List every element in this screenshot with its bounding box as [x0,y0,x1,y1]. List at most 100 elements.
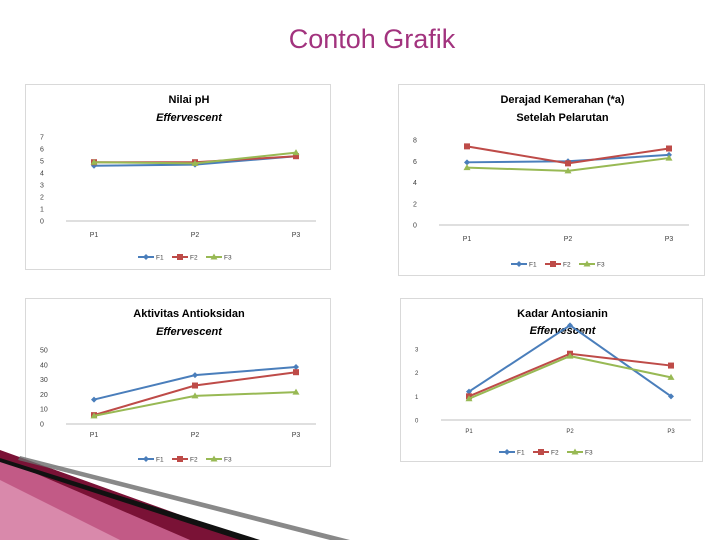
chart-title: Derajad Kemerahan (*a) [500,94,624,106]
x-tick-label: P1 [465,429,473,435]
chart-title: Nilai pH [169,94,210,106]
data-point [665,154,673,161]
series-F2 [464,143,672,167]
legend-label: F3 [224,457,232,464]
data-point [466,388,472,395]
x-tick-label: P3 [667,429,675,435]
legend-marker [143,254,149,260]
y-tick-label: 7 [40,135,44,142]
legend-marker [177,254,183,260]
legend: F1 F2 F3 [499,448,593,457]
series-F1 [91,364,299,403]
y-tick-label: 1 [40,207,44,214]
series-F3 [463,154,673,174]
decor-ribbon-black [0,458,260,540]
decor-ribbon-light [0,480,120,540]
data-point [464,143,470,150]
data-point [91,396,97,403]
chart-title: Kadar Antosianin [517,308,608,320]
data-point [292,149,300,156]
y-tick-label: 1 [415,395,419,401]
legend-marker [177,456,183,462]
series-F3 [90,388,300,419]
y-tick-label: 8 [413,138,417,145]
y-tick-label: 6 [40,147,44,154]
legend-label: F2 [563,262,571,269]
y-tick-label: 50 [40,348,48,355]
data-point [90,158,98,165]
y-tick-label: 20 [40,392,48,399]
chart-anthocyanin: Kadar Antosianin Effervescent 0 1 2 3 P1 P2 P3 F1… [400,298,703,462]
legend: F1 F2 F3 [138,253,232,262]
y-tick-label: 2 [40,195,44,202]
decor-ribbon-gray [18,456,350,540]
y-tick-label: 0 [415,419,419,425]
legend-marker [583,260,591,267]
x-tick-label: P2 [564,236,573,243]
legend-label: F1 [529,262,537,269]
y-tick-label: 2 [415,371,419,377]
y-tick-label: 3 [415,348,419,354]
data-point [465,395,473,402]
x-tick-label: P3 [292,432,301,439]
x-tick-label: P2 [191,432,200,439]
y-tick-label: 5 [40,159,44,166]
data-point [666,145,672,152]
legend-marker [538,449,544,455]
legend-label: F3 [597,262,605,269]
chart-subtitle: Effervescent [156,112,223,124]
chart-subtitle: Setelah Pelarutan [516,112,609,124]
y-tick-label: 0 [413,223,417,230]
x-tick-label: P2 [566,429,574,435]
y-tick-label: 40 [40,362,48,369]
data-point [293,369,299,376]
chart-ph: Nilai pH Effervescent 0 1 2 3 4 5 6 7 P1 P2 P3 F1 F2 F3 [25,84,331,270]
legend-label: F2 [190,255,198,262]
y-tick-label: 2 [413,201,417,208]
y-tick-label: 4 [40,171,44,178]
data-point [668,393,674,400]
chart-title: Aktivitas Antioksidan [133,308,245,320]
slide-corner-decoration [0,450,350,540]
y-tick-label: 0 [40,422,44,429]
legend-label: F2 [551,450,559,457]
y-tick-label: 10 [40,407,48,414]
legend-label: F1 [517,450,525,457]
chart-subtitle: Effervescent [156,326,223,338]
data-point [564,167,572,174]
data-point [191,159,199,166]
legend-label: F1 [156,457,164,464]
data-point [191,392,199,399]
data-point [566,352,574,359]
legend: F1 F2 F3 [138,455,232,464]
data-point [565,160,571,167]
x-tick-label: P3 [292,232,301,239]
x-tick-label: P1 [90,432,99,439]
data-point [293,153,299,160]
slide-title: Contoh Grafik [288,24,456,54]
data-point [567,322,573,329]
legend-marker [143,456,149,462]
legend-label: F2 [190,457,198,464]
x-tick-label: P1 [463,236,472,243]
data-point [192,372,198,379]
y-tick-label: 30 [40,377,48,384]
series-F3 [90,149,300,166]
series-F3 [465,352,675,402]
data-point [192,382,198,389]
legend-marker [504,449,510,455]
y-tick-label: 0 [40,219,44,226]
legend-marker [210,253,218,260]
legend-marker [516,261,522,267]
y-tick-label: 4 [413,180,417,187]
x-tick-label: P3 [665,236,674,243]
x-tick-label: P1 [90,232,99,239]
data-point [667,373,675,380]
data-point [668,362,674,369]
y-tick-label: 3 [40,183,44,190]
legend-label: F3 [224,255,232,262]
legend-label: F1 [156,255,164,262]
data-point [292,388,300,395]
data-point [463,164,471,171]
data-point [90,412,98,419]
